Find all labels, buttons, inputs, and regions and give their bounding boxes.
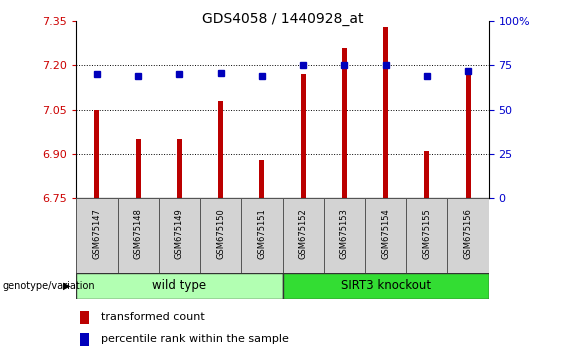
Bar [365,198,406,273]
Bar [218,101,223,198]
Bar [80,333,89,346]
Bar [200,198,241,273]
Text: GSM675152: GSM675152 [299,209,307,259]
Bar [177,139,182,198]
Bar [383,27,388,198]
Text: genotype/variation: genotype/variation [3,281,95,291]
Text: GSM675149: GSM675149 [175,209,184,259]
Bar [241,198,282,273]
Text: GSM675151: GSM675151 [258,209,266,259]
Bar [80,311,89,324]
Bar [301,74,306,198]
Bar [94,110,99,198]
Text: ▶: ▶ [63,281,71,291]
Bar [324,198,365,273]
Text: GDS4058 / 1440928_at: GDS4058 / 1440928_at [202,12,363,27]
Bar [424,151,429,198]
Text: GSM675154: GSM675154 [381,209,390,259]
Text: percentile rank within the sample: percentile rank within the sample [101,335,289,344]
Bar [136,139,141,198]
Bar [76,198,118,273]
Text: GSM675150: GSM675150 [216,209,225,259]
Text: transformed count: transformed count [101,312,205,322]
Text: GSM675153: GSM675153 [340,209,349,259]
Text: GSM675147: GSM675147 [93,209,101,259]
Bar [282,273,489,299]
Bar [76,273,282,299]
Text: GSM675156: GSM675156 [464,209,472,259]
Text: SIRT3 knockout: SIRT3 knockout [341,279,431,292]
Bar [406,198,447,273]
Text: GSM675155: GSM675155 [423,209,431,259]
Bar [447,198,489,273]
Text: GSM675148: GSM675148 [134,209,142,259]
Bar [342,48,347,198]
Text: wild type: wild type [153,279,206,292]
Bar [118,198,159,273]
Bar [466,74,471,198]
Bar [259,160,264,198]
Bar [159,198,200,273]
Bar [282,198,324,273]
